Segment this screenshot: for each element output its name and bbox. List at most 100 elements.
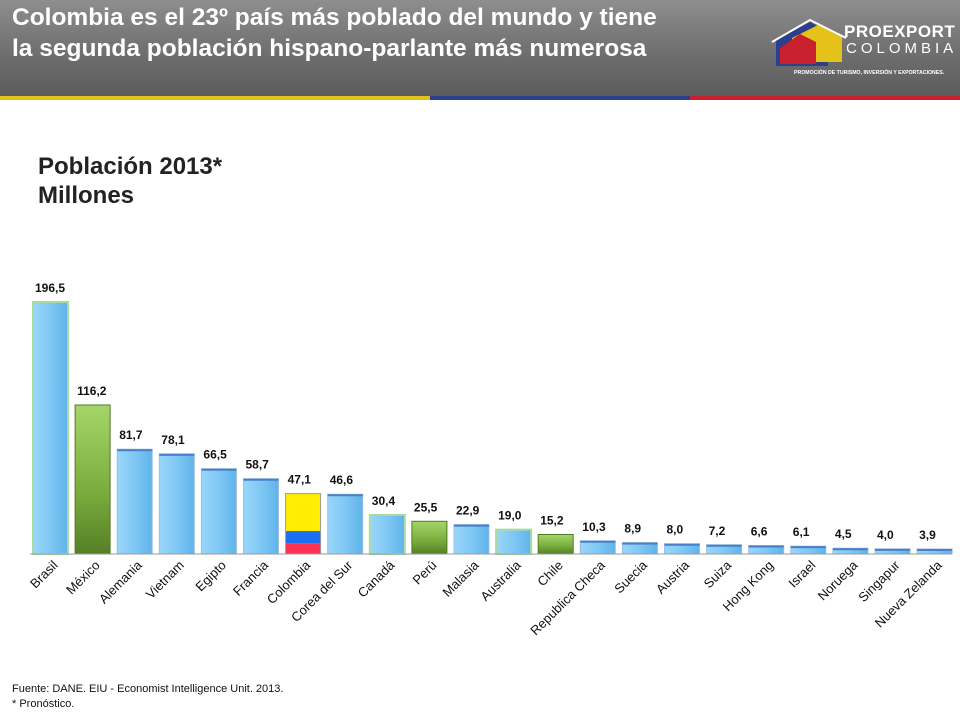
bar-egipto xyxy=(200,468,237,555)
bar-noruega xyxy=(832,547,869,555)
page-title-line-1: Colombia es el 23º país más poblado del … xyxy=(12,4,657,31)
value-label-mexico: 116,2 xyxy=(77,384,107,398)
page-title-line-2: la segunda población hispano-parlante má… xyxy=(12,35,647,62)
value-label-singapur: 4,0 xyxy=(877,528,894,542)
bar-colombia xyxy=(285,493,322,555)
color-strip-red xyxy=(690,96,960,100)
bar-top-edge xyxy=(622,542,658,545)
bar-top-edge xyxy=(580,540,616,543)
bar-body xyxy=(327,493,364,555)
bar-top-edge xyxy=(748,545,784,548)
value-label-canada: 30,4 xyxy=(372,494,396,508)
bar-malasia xyxy=(453,524,490,555)
flag-stripe-red xyxy=(285,543,321,554)
value-label-nueva-zelanda: 3,9 xyxy=(919,528,936,542)
bar-israel xyxy=(790,545,827,555)
bar-body xyxy=(200,468,237,555)
value-label-colombia: 47,1 xyxy=(288,473,312,487)
chart-subtitle: Millones xyxy=(38,182,135,209)
category-label-alemania: Alemania xyxy=(96,557,145,606)
logo-name: PROEXPORT xyxy=(844,22,956,41)
bar-top-edge xyxy=(706,544,742,547)
bar-republica-checa xyxy=(579,540,616,555)
category-label-israel: Israel xyxy=(785,557,818,590)
category-label-francia: Francia xyxy=(230,557,272,599)
bar-top-edge xyxy=(875,548,910,551)
value-label-egipto: 66,5 xyxy=(203,448,227,462)
bar-top-edge xyxy=(790,546,826,549)
color-strip-blue xyxy=(430,96,690,100)
logo-country: COLOMBIA xyxy=(846,40,958,57)
value-labels-layer: 196,5 116,2 81,7 78,1 66,5 58,7 47,1 46,6 30,4 25… xyxy=(35,281,936,542)
bar-body xyxy=(116,448,153,555)
category-label-austria: Austria xyxy=(653,557,693,597)
bar-top-edge xyxy=(832,548,868,551)
value-label-australia: 19,0 xyxy=(498,509,522,523)
value-label-malasia: 22,9 xyxy=(456,504,480,518)
bar-suecia xyxy=(621,542,658,555)
logo-house-icon xyxy=(771,18,847,66)
bar-australia xyxy=(495,528,533,555)
chart-title-main: Población 2013* xyxy=(38,153,223,180)
bar-hong-kong xyxy=(748,545,785,555)
bar-body xyxy=(453,524,490,555)
header-banner: Colombia es el 23º país más poblado del … xyxy=(0,0,960,96)
bar-top-edge xyxy=(664,543,700,546)
category-label-canada: Canadá xyxy=(355,557,398,600)
bar-corea-del-sur xyxy=(327,493,364,555)
bar-francia xyxy=(243,478,279,555)
bar-vietnam xyxy=(158,453,195,555)
category-label-malasia: Malasia xyxy=(439,557,482,600)
category-label-mexico: México xyxy=(63,558,103,598)
value-label-corea-del-sur: 46,6 xyxy=(330,473,354,487)
bar-top-edge xyxy=(454,524,489,527)
value-label-republica-checa: 10,3 xyxy=(582,520,606,534)
bar-mexico xyxy=(74,404,111,555)
category-label-republica-checa: Republica Checa xyxy=(527,557,608,638)
bar-chile xyxy=(537,534,574,555)
bar-suiza xyxy=(706,544,743,555)
value-label-brasil: 196,5 xyxy=(35,281,65,295)
value-label-vietnam: 78,1 xyxy=(161,433,185,447)
value-label-israel: 6,1 xyxy=(793,525,810,539)
color-strip-yellow xyxy=(0,96,430,100)
bar-top-edge xyxy=(201,468,237,471)
flag-stripe-blue xyxy=(285,531,321,544)
category-label-peru: Perú xyxy=(409,558,439,588)
bar-top-edge xyxy=(327,494,363,497)
bar-nueva-zelanda xyxy=(916,548,953,555)
value-label-noruega: 4,5 xyxy=(835,527,852,541)
value-label-suiza: 7,2 xyxy=(709,524,726,538)
bar-top-edge xyxy=(243,478,279,481)
category-label-suiza: Suiza xyxy=(701,557,735,591)
bar-top-edge xyxy=(159,453,195,456)
category-label-egipto: Egipto xyxy=(192,558,229,595)
bar-brasil xyxy=(32,301,69,555)
category-label-chile: Chile xyxy=(534,558,566,590)
bar-austria xyxy=(664,543,700,555)
footnotes: Fuente: DANE. EIU - Economist Intelligen… xyxy=(12,682,283,712)
bar-peru xyxy=(411,520,448,555)
bar-singapur xyxy=(874,548,911,555)
bar-body xyxy=(243,478,279,555)
category-label-australia: Australia xyxy=(477,557,524,604)
proexport-logo: PROEXPORT COLOMBIA PROMOCIÓN DE TURISMO,… xyxy=(768,10,960,88)
logo-tagline: PROMOCIÓN DE TURISMO, INVERSIÓN Y EXPORT… xyxy=(794,70,945,76)
category-label-suecia: Suecia xyxy=(611,557,650,596)
value-label-suecia: 8,9 xyxy=(624,522,641,536)
value-label-peru: 25,5 xyxy=(414,500,438,514)
flag-stripe-yellow xyxy=(285,493,321,532)
category-label-noruega: Noruega xyxy=(815,557,861,603)
source-note: Fuente: DANE. EIU - Economist Intelligen… xyxy=(12,683,284,695)
bar-alemania xyxy=(116,448,153,555)
category-label-brasil: Brasil xyxy=(27,557,61,591)
category-label-vietnam: Vietnam xyxy=(143,558,187,602)
value-label-alemania: 81,7 xyxy=(119,428,143,442)
population-bar-chart: 196,5 116,2 81,7 78,1 66,5 58,7 47,1 46,6 30,4 25… xyxy=(27,281,953,638)
bar-body xyxy=(158,453,195,555)
chart-title: Población 2013* Millones xyxy=(38,152,222,210)
value-label-francia: 58,7 xyxy=(246,458,270,472)
bar-top-edge xyxy=(117,449,153,452)
value-label-hong-kong: 6,6 xyxy=(751,525,768,539)
